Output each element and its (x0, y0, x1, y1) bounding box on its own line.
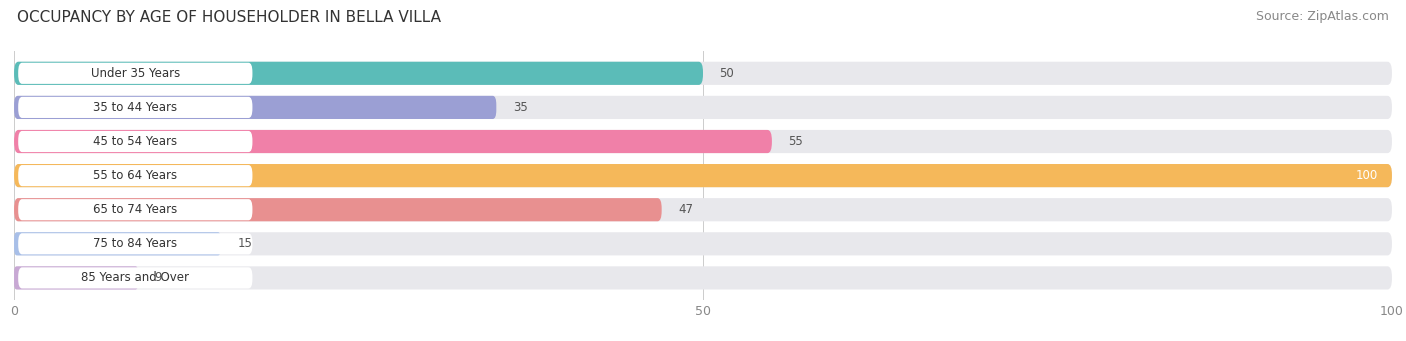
FancyBboxPatch shape (14, 62, 1392, 85)
FancyBboxPatch shape (18, 131, 253, 152)
Text: 100: 100 (1355, 169, 1378, 182)
FancyBboxPatch shape (14, 232, 1392, 255)
Text: 35 to 44 Years: 35 to 44 Years (93, 101, 177, 114)
Text: OCCUPANCY BY AGE OF HOUSEHOLDER IN BELLA VILLA: OCCUPANCY BY AGE OF HOUSEHOLDER IN BELLA… (17, 10, 441, 25)
FancyBboxPatch shape (14, 130, 772, 153)
FancyBboxPatch shape (14, 164, 1392, 187)
FancyBboxPatch shape (14, 62, 703, 85)
FancyBboxPatch shape (14, 198, 662, 221)
Text: 35: 35 (513, 101, 527, 114)
Text: Under 35 Years: Under 35 Years (91, 67, 180, 80)
FancyBboxPatch shape (18, 199, 253, 220)
Text: 85 Years and Over: 85 Years and Over (82, 271, 190, 284)
Text: 50: 50 (720, 67, 734, 80)
Text: 65 to 74 Years: 65 to 74 Years (93, 203, 177, 216)
Text: 47: 47 (678, 203, 693, 216)
FancyBboxPatch shape (18, 267, 253, 288)
Text: 9: 9 (155, 271, 162, 284)
FancyBboxPatch shape (18, 97, 253, 118)
FancyBboxPatch shape (14, 266, 138, 290)
FancyBboxPatch shape (18, 165, 253, 186)
FancyBboxPatch shape (14, 96, 496, 119)
FancyBboxPatch shape (14, 266, 1392, 290)
FancyBboxPatch shape (14, 96, 1392, 119)
Text: 15: 15 (238, 237, 252, 250)
FancyBboxPatch shape (18, 233, 253, 254)
FancyBboxPatch shape (14, 164, 1392, 187)
FancyBboxPatch shape (18, 63, 253, 84)
Text: 55 to 64 Years: 55 to 64 Years (93, 169, 177, 182)
Text: Source: ZipAtlas.com: Source: ZipAtlas.com (1256, 10, 1389, 23)
Text: 45 to 54 Years: 45 to 54 Years (93, 135, 177, 148)
FancyBboxPatch shape (14, 130, 1392, 153)
FancyBboxPatch shape (14, 198, 1392, 221)
Text: 55: 55 (789, 135, 803, 148)
Text: 75 to 84 Years: 75 to 84 Years (93, 237, 177, 250)
FancyBboxPatch shape (14, 232, 221, 255)
